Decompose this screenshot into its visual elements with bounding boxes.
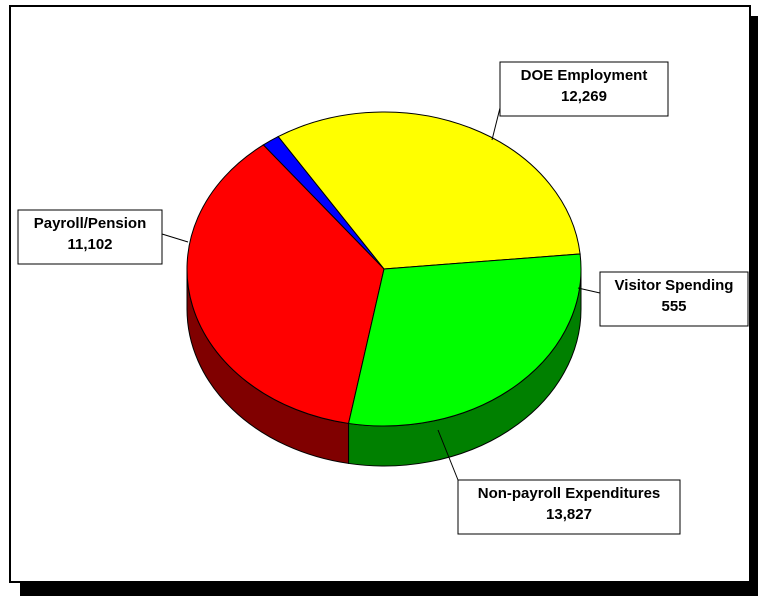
pie-tops xyxy=(186,111,582,427)
label-name-payroll-pension: Payroll/Pension xyxy=(34,215,147,232)
label-box-non-payroll-expenditures xyxy=(457,479,681,535)
leader-line-non-payroll-expenditures xyxy=(437,429,459,481)
label-payroll-pension: Payroll/Pension 11,102 xyxy=(17,209,163,265)
slice-labels: DOE Employment 12,269 Visitor Spending 555 N… xyxy=(17,61,749,535)
slice-non-payroll-expenditures xyxy=(186,144,385,424)
leader-line-visitor-spending xyxy=(577,287,601,294)
leader-line-payroll-pension xyxy=(161,233,189,243)
label-non-payroll-expenditures: Non-payroll Expenditures 13,827 xyxy=(457,479,681,535)
slice-payroll-pension xyxy=(347,253,582,427)
label-box-visitor-spending xyxy=(599,271,749,327)
label-name-visitor-spending: Visitor Spending xyxy=(615,277,734,294)
label-box-doe-employment xyxy=(499,61,669,117)
label-name-doe-employment: DOE Employment xyxy=(521,67,648,84)
chart-frame: DOE Employment 12,269 Visitor Spending 555 N… xyxy=(8,4,758,596)
label-doe-employment: DOE Employment 12,269 xyxy=(499,61,669,117)
label-value-doe-employment: 12,269 xyxy=(561,88,607,105)
leader-lines xyxy=(161,107,601,481)
label-visitor-spending: Visitor Spending 555 xyxy=(599,271,749,327)
label-name-non-payroll-expenditures: Non-payroll Expenditures xyxy=(478,485,661,502)
slice-doe-employment xyxy=(277,111,581,270)
label-value-payroll-pension: 11,102 xyxy=(67,236,112,253)
leader-line-doe-employment xyxy=(491,107,501,141)
label-value-visitor-spending: 555 xyxy=(661,298,686,315)
label-value-non-payroll-expenditures: 13,827 xyxy=(546,506,592,523)
label-box-payroll-pension xyxy=(17,209,163,265)
